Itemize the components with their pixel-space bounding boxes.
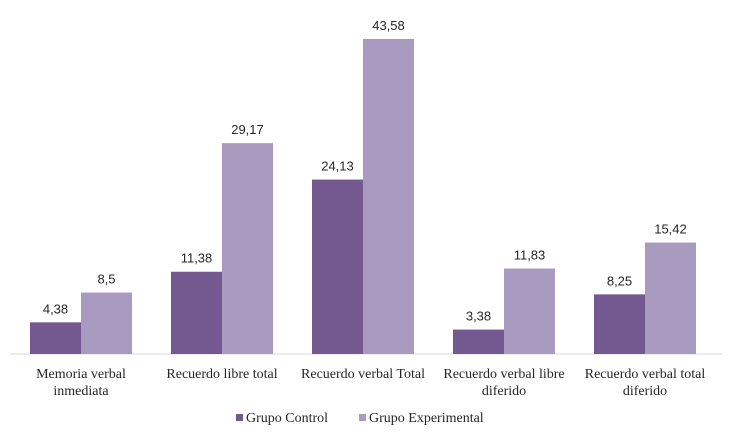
value-label-grupo-experimental-1: 8,5 (97, 272, 115, 287)
value-label-grupo-experimental-3: 43,58 (372, 18, 405, 33)
value-label-grupo-experimental-5: 15,42 (654, 222, 687, 237)
category-label-3: Recuerdo verbal Total (301, 367, 425, 382)
bar-grupo-experimental-3 (363, 39, 414, 354)
legend-label-grupo-control: Grupo Control (246, 411, 328, 426)
category-label-1: Memoria verbal inmediata (36, 367, 126, 399)
legend-label-grupo-experimental: Grupo Experimental (369, 411, 484, 426)
legend-swatch-grupo-experimental (359, 414, 366, 421)
value-label-grupo-control-3: 24,13 (321, 159, 354, 174)
value-label-grupo-control-5: 8,25 (607, 273, 632, 288)
bar-grupo-control-3 (312, 179, 363, 354)
bar-grupo-experimental-2 (222, 143, 273, 354)
value-label-grupo-control-4: 3,38 (466, 309, 491, 324)
bar-grupo-experimental-5 (645, 242, 696, 354)
bar-grupo-experimental-4 (504, 268, 555, 354)
bar-grupo-control-5 (594, 294, 645, 354)
bar-grupo-control-2 (171, 271, 222, 354)
legend-swatch-grupo-control (236, 414, 243, 421)
bar-grupo-control-4 (453, 329, 504, 354)
value-label-grupo-control-1: 4,38 (43, 301, 68, 316)
legend: Grupo Control Grupo Experimental (236, 411, 484, 426)
category-label-2: Recuerdo libre total (166, 367, 277, 382)
bar-grupo-control-1 (30, 322, 81, 354)
category-label-4: Recuerdo verbal libre diferido (443, 367, 564, 399)
category-label-5: Recuerdo verbal total diferido (585, 367, 706, 399)
value-label-grupo-experimental-4: 11,83 (514, 247, 546, 262)
bar-grupo-experimental-1 (81, 292, 132, 354)
value-label-grupo-experimental-2: 29,17 (231, 122, 264, 137)
value-label-grupo-control-2: 11,38 (181, 251, 213, 266)
